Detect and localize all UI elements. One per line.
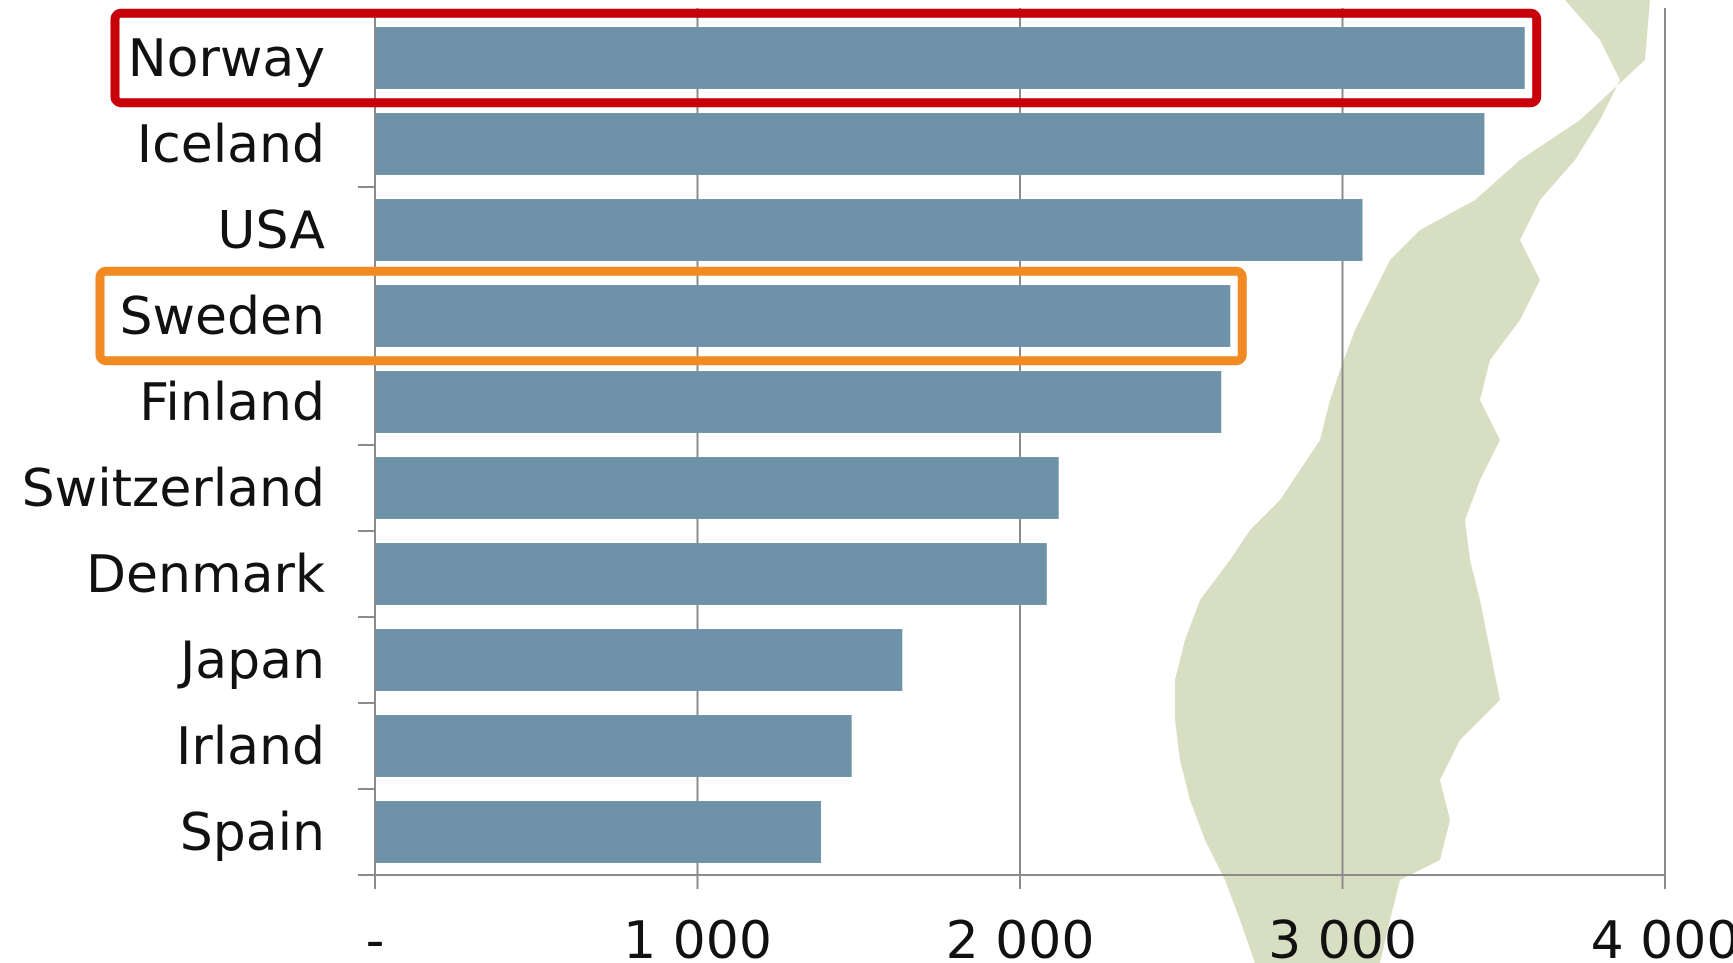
map-background — [1175, 0, 1650, 963]
x-tick-label-2000: 2 000 — [946, 911, 1095, 963]
category-label-spain: Spain — [180, 803, 325, 863]
bar-japan — [375, 629, 903, 691]
x-tick-label-3000: 3 000 — [1268, 911, 1417, 963]
x-tick-label-4000: 4 000 — [1591, 911, 1733, 963]
category-label-sweden: Sweden — [120, 287, 326, 347]
category-label-japan: Japan — [177, 631, 325, 691]
highlight-box-norway — [110, 8, 1542, 108]
bar-norway — [375, 27, 1525, 89]
category-label-usa: USA — [217, 201, 325, 261]
category-label-finland: Finland — [139, 373, 325, 433]
bar-spain — [375, 801, 822, 863]
bar-iceland — [375, 113, 1485, 175]
highlight-boxes — [95, 8, 1542, 366]
highlight-box-sweden — [95, 266, 1247, 366]
category-label-denmark: Denmark — [86, 545, 325, 605]
norway-map-silhouette — [1175, 0, 1650, 963]
bar-usa — [375, 199, 1363, 261]
category-labels: Norway Iceland USA Sweden Finland Switzerland… — [22, 29, 326, 863]
x-tick-label-0: - — [366, 911, 385, 963]
x-tick-label-1000: 1 000 — [623, 911, 772, 963]
category-label-norway: Norway — [128, 29, 325, 89]
bar-denmark — [375, 543, 1047, 605]
category-label-irland: Irland — [176, 717, 325, 777]
x-tick-labels: - 1 000 2 000 3 000 4 000 — [366, 911, 1733, 963]
bar-switzerland — [375, 457, 1059, 519]
bars — [375, 27, 1525, 863]
bar-sweden — [375, 285, 1231, 347]
bar-irland — [375, 715, 852, 777]
category-label-iceland: Iceland — [137, 115, 325, 175]
category-label-switzerland: Switzerland — [22, 459, 325, 519]
bar-finland — [375, 371, 1222, 433]
